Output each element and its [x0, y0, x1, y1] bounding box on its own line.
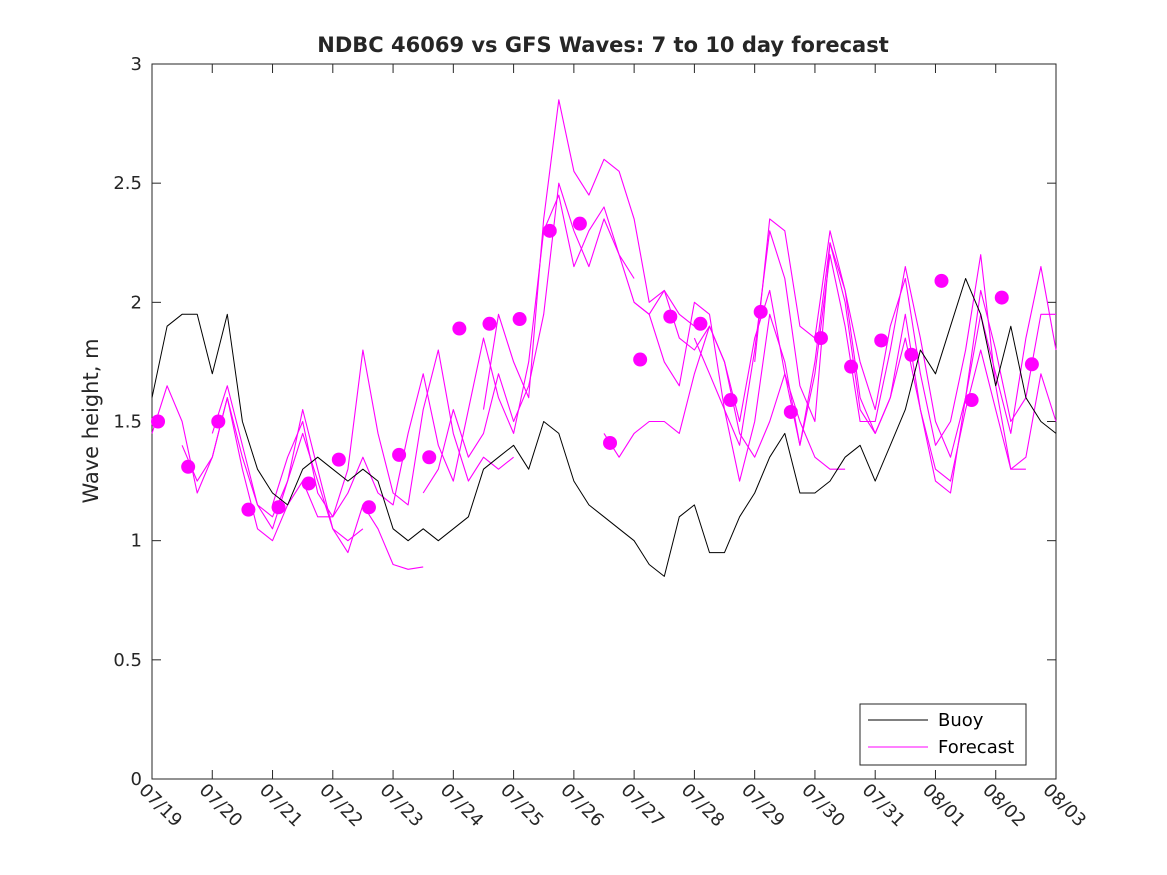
- chart-title: NDBC 46069 vs GFS Waves: 7 to 10 day for…: [317, 33, 888, 57]
- forecast-marker: [874, 333, 889, 348]
- forecast-marker: [151, 414, 166, 429]
- forecast-run-line: [271, 349, 514, 518]
- forecast-marker: [663, 309, 678, 324]
- forecast-marker: [361, 500, 376, 515]
- y-tick-label: 0.5: [113, 650, 142, 671]
- y-tick-label: 2: [131, 292, 142, 313]
- forecast-markers: [151, 216, 1039, 517]
- forecast-marker: [844, 359, 859, 374]
- forecast-marker: [482, 316, 497, 331]
- forecast-marker: [633, 352, 648, 367]
- forecast-marker: [241, 502, 256, 517]
- forecast-marker: [723, 393, 738, 408]
- plot-area: [151, 63, 1057, 780]
- forecast-run-line: [754, 218, 1057, 470]
- forecast-marker: [211, 414, 226, 429]
- y-tick-label: 1.5: [113, 412, 142, 433]
- forecast-marker: [603, 435, 618, 450]
- y-tick-label: 2.5: [113, 173, 142, 194]
- y-tick-label: 3: [131, 54, 142, 75]
- forecast-run-line: [603, 242, 1026, 482]
- forecast-marker: [904, 347, 919, 362]
- forecast-marker: [542, 223, 557, 238]
- y-axis-label: Wave height, m: [79, 338, 103, 503]
- forecast-marker: [813, 331, 828, 346]
- legend: Buoy Forecast: [859, 703, 1027, 766]
- forecast-marker: [964, 393, 979, 408]
- y-tick-label: 1: [131, 531, 142, 552]
- legend-forecast-label: Forecast: [938, 737, 1014, 758]
- forecast-series: [151, 99, 1057, 570]
- forecast-marker: [512, 312, 527, 327]
- forecast-marker: [783, 404, 798, 419]
- forecast-marker: [753, 304, 768, 319]
- forecast-marker: [693, 316, 708, 331]
- forecast-marker: [934, 273, 949, 288]
- forecast-run-line: [211, 385, 424, 570]
- buoy-line: [151, 278, 1057, 577]
- forecast-marker: [392, 447, 407, 462]
- forecast-marker: [181, 459, 196, 474]
- forecast-marker: [422, 450, 437, 465]
- legend-buoy-label: Buoy: [938, 710, 984, 731]
- forecast-marker: [271, 500, 286, 515]
- forecast-marker: [572, 216, 587, 231]
- forecast-run-line: [693, 230, 1056, 494]
- forecast-marker: [994, 290, 1009, 305]
- forecast-marker: [1024, 357, 1039, 372]
- buoy-series: [151, 278, 1057, 577]
- y-tick-label: 0: [131, 769, 142, 790]
- forecast-marker: [301, 476, 316, 491]
- forecast-marker: [331, 452, 346, 467]
- legend-box: [859, 703, 1027, 766]
- forecast-marker: [452, 321, 467, 336]
- forecast-run-line: [633, 254, 1057, 482]
- y-axis: 0 0.5 1 1.5 2 2.5 3: [113, 54, 1056, 790]
